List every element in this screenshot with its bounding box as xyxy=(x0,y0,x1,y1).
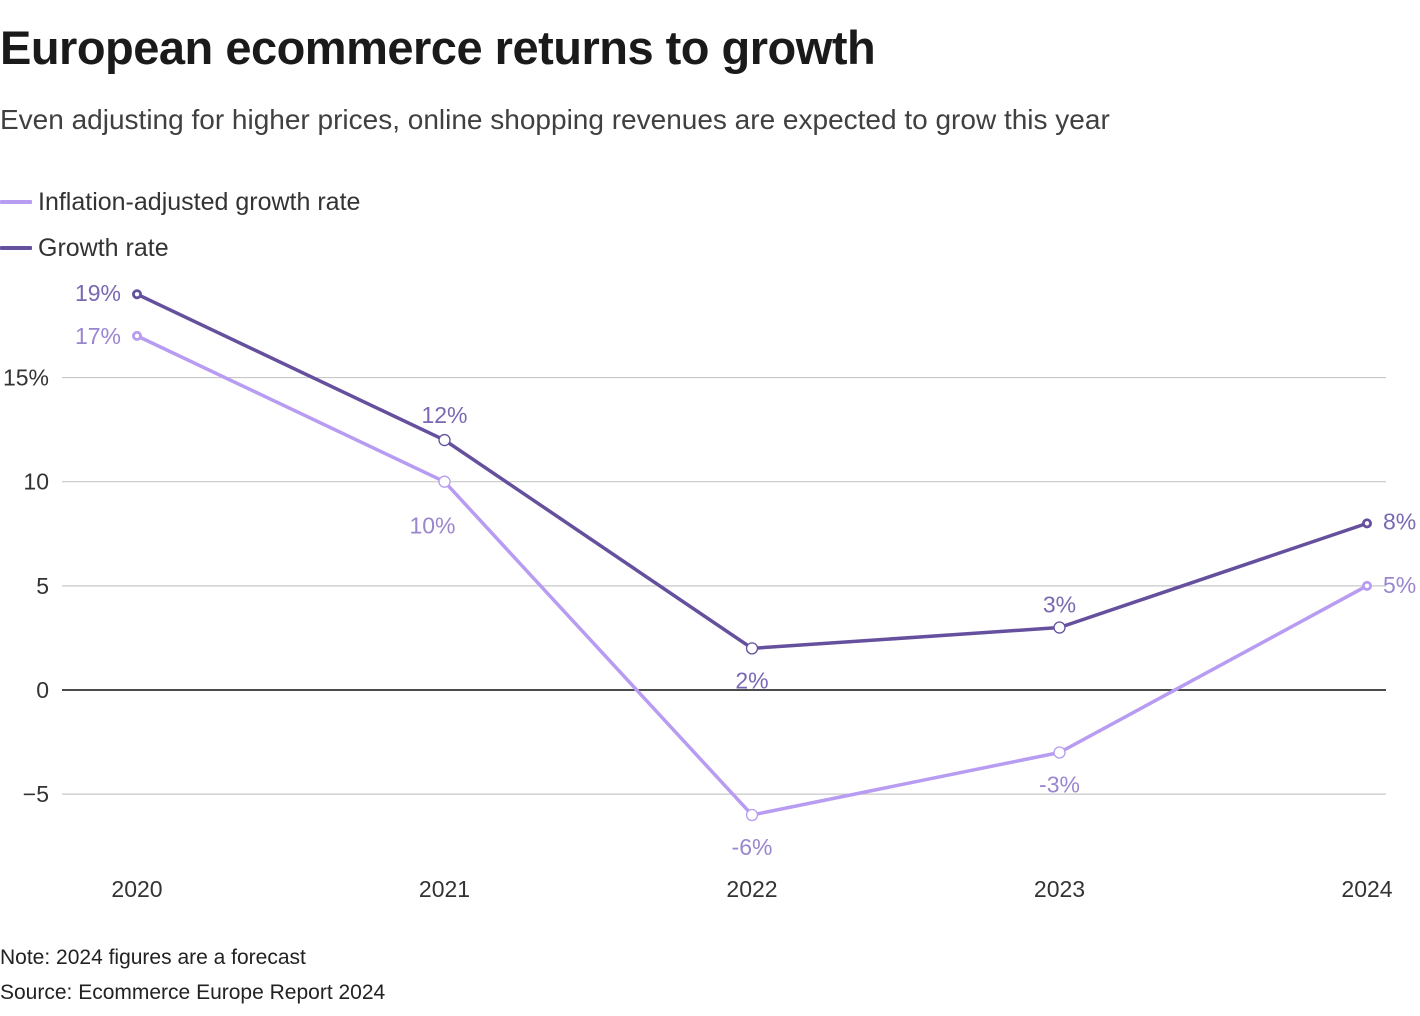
point-inflation_adjusted-2020 xyxy=(131,330,142,341)
point-growth-2020 xyxy=(131,289,142,300)
point-growth-2022 xyxy=(745,642,759,655)
legend-item-growth: Growth rate xyxy=(0,230,360,266)
data-label-inflation_adjusted-2022: -6% xyxy=(732,834,773,860)
data-label-inflation_adjusted-2023: -3% xyxy=(1039,771,1080,797)
data-label-growth-2023: 3% xyxy=(1043,592,1076,618)
data-label-growth-2020: 19% xyxy=(75,280,121,306)
legend-item-inflation-adjusted: Inflation-adjusted growth rate xyxy=(0,184,360,220)
y-tick-label-10: 10 xyxy=(23,469,49,495)
point-inflation_adjusted-2024 xyxy=(1362,580,1373,591)
footnote-note: Note: 2024 figures are a forecast xyxy=(0,946,306,969)
series-line-inflation_adjusted xyxy=(135,334,1369,817)
legend-swatch-inflation-adjusted xyxy=(0,200,32,204)
legend-swatch-growth xyxy=(0,246,32,250)
x-tick-label-2022: 2022 xyxy=(726,876,777,902)
point-growth-2023 xyxy=(1053,621,1066,634)
point-inflation_adjusted-2022 xyxy=(745,808,759,822)
y-tick-label-5: 5 xyxy=(36,573,49,599)
y-tick-label--5: −5 xyxy=(23,781,49,807)
data-label-inflation_adjusted-2021: 10% xyxy=(409,513,455,539)
point-inflation_adjusted-2021 xyxy=(438,475,451,488)
chart-title: European ecommerce returns to growth xyxy=(0,21,876,74)
x-tick-label-2020: 2020 xyxy=(111,876,162,902)
x-tick-label-2023: 2023 xyxy=(1034,876,1085,902)
data-label-inflation_adjusted-2020: 17% xyxy=(75,323,121,349)
point-inflation_adjusted-2023 xyxy=(1053,746,1066,759)
data-label-growth-2024: 8% xyxy=(1383,508,1416,534)
legend: Inflation-adjusted growth rate Growth ra… xyxy=(0,184,360,276)
legend-label-growth: Growth rate xyxy=(38,233,169,262)
x-tick-label-2024: 2024 xyxy=(1341,876,1392,902)
y-tick-label-15: 15% xyxy=(3,365,49,391)
legend-label-inflation-adjusted: Inflation-adjusted growth rate xyxy=(38,187,361,216)
y-tick-label-0: 0 xyxy=(36,677,49,703)
point-growth-2021 xyxy=(438,433,451,447)
data-label-growth-2021: 12% xyxy=(421,402,467,428)
footnote-source: Source: Ecommerce Europe Report 2024 xyxy=(0,981,386,1004)
x-tick-label-2021: 2021 xyxy=(419,876,470,902)
data-label-growth-2022: 2% xyxy=(735,667,768,693)
data-label-inflation_adjusted-2024: 5% xyxy=(1383,572,1416,598)
point-growth-2024 xyxy=(1362,518,1373,529)
chart-subtitle: Even adjusting for higher prices, online… xyxy=(0,104,1110,135)
series-line-growth xyxy=(135,292,1369,651)
